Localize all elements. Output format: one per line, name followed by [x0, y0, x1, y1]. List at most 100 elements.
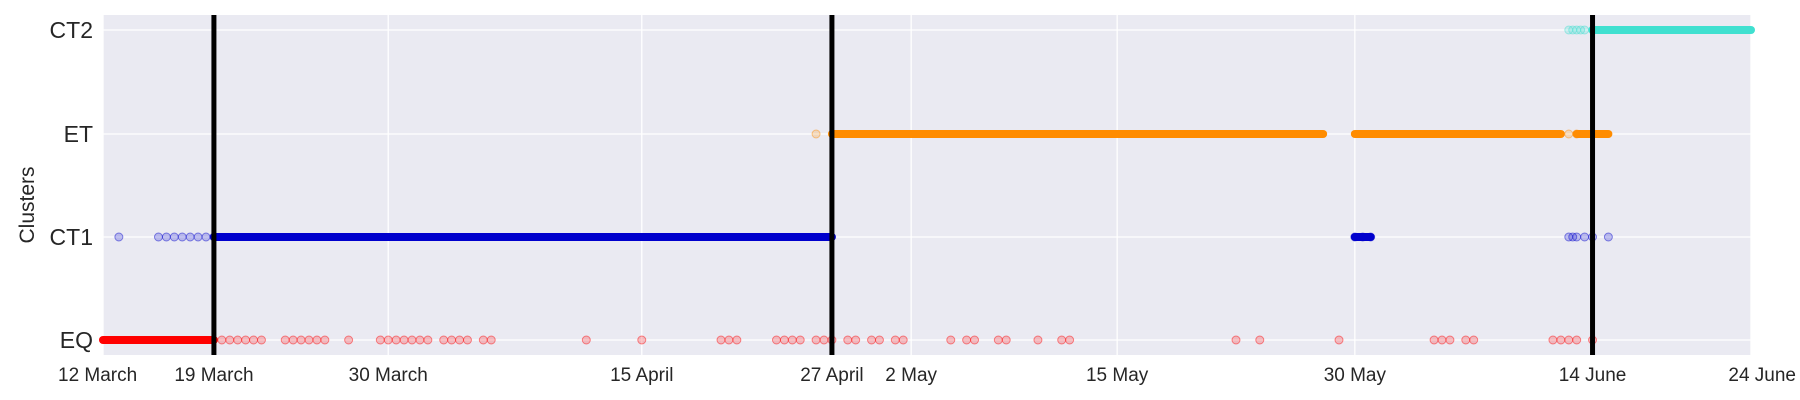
x-tick-label: 15 April: [610, 365, 673, 386]
data-point-ct1: [1564, 232, 1574, 242]
data-point-eq: [874, 335, 884, 345]
data-point-eq: [320, 335, 330, 345]
data-point-eq: [407, 335, 417, 345]
data-point-ct1: [1358, 232, 1368, 242]
data-point-eq: [462, 335, 472, 345]
data-point-eq: [1437, 335, 1447, 345]
data-point-eq: [375, 335, 385, 345]
x-axis-tick-labels: 12 March 19 March 30 March 15 April 27 April…: [58, 365, 1796, 386]
x-tick-label: 27 April: [800, 365, 863, 386]
data-point-eq: [296, 335, 306, 345]
data-point-eq: [241, 335, 251, 345]
data-point-eq: [304, 335, 314, 345]
data-point-eq: [1556, 335, 1566, 345]
series-eq: [99, 335, 1598, 345]
data-point-eq: [787, 335, 797, 345]
data-point-eq: [637, 335, 647, 345]
data-point-eq: [811, 335, 821, 345]
data-point-et: [1564, 129, 1574, 139]
data-point-eq: [581, 335, 591, 345]
data-point-eq: [439, 335, 449, 345]
data-point-ct1: [114, 232, 124, 242]
data-point-ct2: [1568, 25, 1578, 35]
data-point-eq: [478, 335, 488, 345]
data-point-ct1: [177, 232, 187, 242]
data-point-eq: [1255, 335, 1265, 345]
data-point-eq: [233, 335, 243, 345]
series-et: [811, 129, 1613, 139]
data-point-ct1: [193, 232, 203, 242]
x-tick-label: 2 May: [885, 365, 937, 386]
data-point-ct2: [1580, 25, 1590, 35]
data-point-ct1: [1350, 232, 1360, 242]
data-point-eq: [779, 335, 789, 345]
data-point-eq: [399, 335, 409, 345]
y-axis-tick-labels: EQ CT1 ET CT2: [50, 17, 93, 353]
data-point-ct1: [1603, 232, 1613, 242]
x-tick-label: 15 May: [1086, 365, 1149, 386]
data-point-eq: [724, 335, 734, 345]
data-point-eq: [217, 335, 227, 345]
x-tick-label: 12 March: [58, 365, 137, 386]
data-point-ct1: [161, 232, 171, 242]
data-point-eq: [1469, 335, 1479, 345]
data-point-eq: [1548, 335, 1558, 345]
data-point-ct1: [153, 232, 163, 242]
data-point-eq: [1065, 335, 1075, 345]
data-point-eq: [1429, 335, 1439, 345]
series-ct1: [114, 232, 1613, 242]
y-tick-label: CT1: [50, 224, 93, 250]
data-point-eq: [795, 335, 805, 345]
x-tick-label: 30 March: [349, 365, 428, 386]
data-point-eq: [486, 335, 496, 345]
data-point-ct1: [201, 232, 211, 242]
data-point-eq: [732, 335, 742, 345]
data-point-ct1: [169, 232, 179, 242]
data-point-ct2: [1572, 25, 1582, 35]
y-axis-title: Clusters: [16, 166, 39, 243]
data-point-eq: [280, 335, 290, 345]
data-point-eq: [225, 335, 235, 345]
data-point-eq: [898, 335, 908, 345]
data-point-eq: [867, 335, 877, 345]
data-point-eq: [1572, 335, 1582, 345]
data-point-eq: [1057, 335, 1067, 345]
data-point-eq: [819, 335, 829, 345]
data-point-ct1: [1572, 232, 1582, 242]
data-point-ct1: [185, 232, 195, 242]
data-point-eq: [962, 335, 972, 345]
data-point-eq: [249, 335, 259, 345]
data-point-eq: [415, 335, 425, 345]
x-tick-label: 30 May: [1324, 365, 1387, 386]
data-point-ct2: [1576, 25, 1586, 35]
plot-background: [103, 15, 1751, 355]
data-point-eq: [1231, 335, 1241, 345]
data-point-eq: [851, 335, 861, 345]
data-point-eq: [1445, 335, 1455, 345]
data-point-eq: [288, 335, 298, 345]
regime-change-lines: [211, 15, 1596, 355]
data-point-eq: [1334, 335, 1344, 345]
data-point-eq: [1461, 335, 1471, 345]
data-point-eq: [946, 335, 956, 345]
data-point-eq: [455, 335, 465, 345]
data-point-eq: [970, 335, 980, 345]
data-point-eq: [843, 335, 853, 345]
data-point-eq: [256, 335, 266, 345]
data-point-eq: [423, 335, 433, 345]
data-point-eq: [391, 335, 401, 345]
data-points: [99, 25, 1755, 345]
data-point-eq: [1564, 335, 1574, 345]
data-point-eq: [771, 335, 781, 345]
data-point-et: [811, 129, 821, 139]
data-point-et: [1572, 129, 1582, 139]
x-tick-label: 19 March: [174, 365, 253, 386]
data-point-ct1: [1568, 232, 1578, 242]
data-point-eq: [716, 335, 726, 345]
y-tick-label: ET: [64, 121, 93, 147]
data-point-eq: [993, 335, 1003, 345]
data-point-eq: [890, 335, 900, 345]
y-tick-label: CT2: [50, 17, 93, 43]
data-point-ct2: [1564, 25, 1574, 35]
